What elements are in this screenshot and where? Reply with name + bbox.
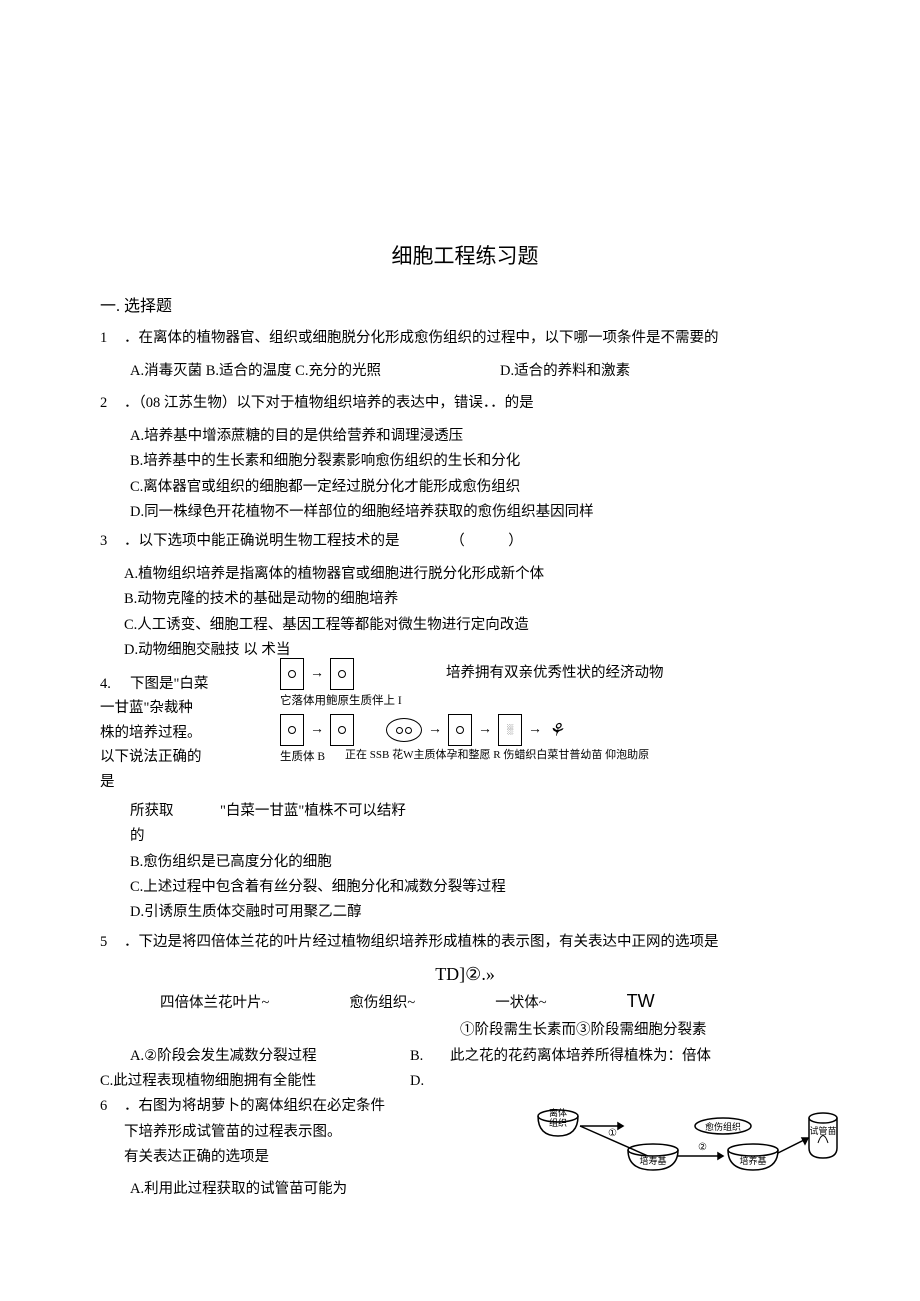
cell-box-a	[280, 658, 304, 690]
svg-text:试管苗: 试管苗	[809, 1125, 836, 1136]
q5-label-3: 一状体~	[495, 991, 546, 1012]
fused-cell-icon	[386, 718, 422, 742]
q3-options: A.植物组织培养是指离体的植物器官或细胞进行脱分化形成新个体 B.动物克隆的技术…	[100, 562, 830, 664]
q5-expression: TD]②.»	[100, 964, 830, 985]
q4-left-5: 是	[100, 770, 280, 795]
question-1: 1 ．在离体的植物器官、组织或细胞脱分化形成愈伤组织的过程中，以下哪一项条件是不…	[100, 326, 830, 351]
q3-opt-b: B.动物克隆的技术的基础是动物的细胞培养	[124, 587, 830, 612]
cell-box-b	[280, 714, 304, 746]
svg-text:愈伤组织: 愈伤组织	[705, 1121, 741, 1132]
q4-left-4: 以下说法正确的	[100, 745, 280, 770]
q6-opt-a: A.利用此过程获取的试管苗可能为	[100, 1177, 440, 1202]
q2-num: 2	[100, 391, 124, 416]
q3-text: ．以下选项中能正确说明生物工程技术的是 （ ）	[124, 529, 830, 554]
q5-label-4: TW	[627, 991, 655, 1012]
q5-num: 5	[100, 930, 124, 955]
arrow-icon: →	[428, 718, 442, 742]
section-header: 一. 选择题	[100, 292, 830, 316]
q6-diagram: 离体 组织 ① 培寿基 ② 愈伤组织 培养基	[528, 1098, 848, 1178]
q1-opts-abc: A.消毒灭菌 B.适合的温度 C.充分的光照	[130, 359, 500, 384]
q4-options: 所获取的 "白菜一甘蓝"植株不可以结籽 B.愈伤组织是已高度分化的细胞 C.上述…	[100, 799, 830, 926]
q5-options: ①阶段需生长素而③阶段需细胞分裂素 A.②阶段会发生减数分裂过程 B. 此之花的…	[100, 1018, 830, 1094]
q5-text: ．下边是将四倍体兰花的叶片经过植物组织培养形成植株的表示图，有关表达中正网的选项…	[124, 930, 830, 955]
q3-num: 3	[100, 529, 124, 554]
q4-left-2: 一甘蓝"杂裁种	[100, 696, 280, 721]
q1-options: A.消毒灭菌 B.适合的温度 C.充分的光照 D.适合的养料和激素	[100, 359, 830, 384]
q6-line2: 下培养形成试管苗的过程表示图。	[100, 1120, 440, 1145]
plant-icon: ⚘	[548, 715, 564, 746]
svg-text:①: ①	[608, 1128, 617, 1139]
q2-options: A.培养基中增添蔗糖的目的是供给营养和调理浸透压 B.培养基中的生长素和细胞分裂…	[100, 424, 830, 526]
cell-box-b2	[330, 714, 354, 746]
q4-opt-b: B.愈伤组织是已高度分化的细胞	[130, 850, 830, 875]
q1-num: 1	[100, 326, 124, 351]
svg-text:离体: 离体	[549, 1107, 567, 1118]
svg-text:培养基: 培养基	[739, 1155, 766, 1166]
q5-opt-c: C.此过程表现植物细胞拥有全能性	[100, 1069, 410, 1094]
q4-opt-d: D.引诱原生质体交融时可用聚乙二醇	[130, 900, 830, 925]
question-5: 5 ．下边是将四倍体兰花的叶片经过植物组织培养形成植株的表示图，有关表达中正网的…	[100, 930, 830, 955]
svg-text:②: ②	[698, 1142, 707, 1153]
q5-label-1: 四倍体兰花叶片~	[160, 991, 269, 1012]
q6-num: 6	[100, 1094, 124, 1119]
arrow-icon: →	[478, 718, 492, 742]
q4-diag-tail: 培养拥有双亲优秀性状的经济动物	[446, 661, 664, 686]
q3-opt-c: C.人工诱变、细胞工程、基因工程等都能对微生物进行定向改造	[124, 613, 830, 638]
q4-left-1: 下图是"白菜	[130, 676, 208, 692]
q2-opt-b: B.培养基中的生长素和细胞分裂素影响愈伤组织的生长和分化	[130, 449, 830, 474]
question-6: 6 ．右图为将胡萝卜的离体组织在必定条件 下培养形成试管苗的过程表示图。 有关表…	[100, 1094, 830, 1202]
q3-opt-a: A.植物组织培养是指离体的植物器官或细胞进行脱分化形成新个体	[124, 562, 830, 587]
svg-text:组织: 组织	[549, 1117, 567, 1128]
q2-opt-d: D.同一株绿色开花植物不一样部位的细胞经培养获取的愈伤组织基因同样	[130, 500, 830, 525]
q5-opt-d-mark: D.	[410, 1069, 450, 1094]
q4-diag-caption: 正在 SSB 花W主质体孕和整愿 R 伤蜡织白菜甘普幼苗 仰泡助原	[345, 746, 649, 768]
q4-num: 4.	[100, 672, 130, 697]
q4-diag-mid-label: 它落体用鲍原生质伴上 I	[280, 692, 664, 712]
q4-left-3: 株的培养过程。	[100, 721, 280, 746]
q2-opt-a: A.培养基中增添蔗糖的目的是供给营养和调理浸透压	[130, 424, 830, 449]
q4-opt-a-head: 所获取的	[130, 799, 180, 850]
arrow-icon: →	[310, 718, 324, 742]
q6-line3: 有关表达正确的选项是	[100, 1145, 440, 1170]
question-3: 3 ．以下选项中能正确说明生物工程技术的是 （ ）	[100, 529, 830, 554]
q1-text: ．在离体的植物器官、组织或细胞脱分化形成愈伤组织的过程中，以下哪一项条件是不需要…	[124, 326, 830, 351]
question-2: 2 ．（08 江苏生物）以下对于植物组织培养的表达中，错误．．的是	[100, 391, 830, 416]
q4-opt-a-mid: "白菜一甘蓝"植株不可以结籽	[220, 799, 406, 850]
q6-text: ．右图为将胡萝卜的离体组织在必定条件	[124, 1094, 440, 1119]
question-4: 4.下图是"白菜 一甘蓝"杂裁种 株的培养过程。 以下说法正确的 是 → 培养拥…	[100, 672, 830, 795]
page-title: 细胞工程练习题	[100, 240, 830, 270]
arrow-icon: →	[310, 662, 324, 686]
q5-top-text: ①阶段需生长素而③阶段需细胞分裂素	[100, 1018, 830, 1043]
cell-box-a2	[330, 658, 354, 690]
q5-stage-labels: 四倍体兰花叶片~ 愈伤组织~ 一状体~ TW	[100, 991, 830, 1012]
svg-text:培寿基: 培寿基	[639, 1155, 666, 1166]
q2-text: ．（08 江苏生物）以下对于植物组织培养的表达中，错误．．的是	[124, 391, 830, 416]
q4-opt-c: C.上述过程中包含着有丝分裂、细胞分化和减数分裂等过程	[130, 875, 830, 900]
q5-opt-a: A.②阶段会发生减数分裂过程	[100, 1044, 410, 1069]
q5-opt-b-text: 此之花的花药离体培养所得植株为：倍体	[450, 1044, 711, 1069]
cell-box-fused	[448, 714, 472, 746]
q5-label-2: 愈伤组织~	[349, 991, 415, 1012]
arrow-icon: →	[528, 718, 542, 742]
callus-box: ░	[498, 714, 522, 746]
q2-opt-c: C.离体器官或组织的细胞都一定经过脱分化才能形成愈伤组织	[130, 475, 830, 500]
q4-diagram: → 培养拥有双亲优秀性状的经济动物 它落体用鲍原生质伴上 I → → → ░ →…	[280, 658, 664, 768]
q5-opt-b-mark: B.	[410, 1044, 450, 1069]
q1-opt-d: D.适合的养料和激素	[500, 359, 630, 384]
q4-diag-bottom-label: 生质体 B	[280, 748, 325, 768]
